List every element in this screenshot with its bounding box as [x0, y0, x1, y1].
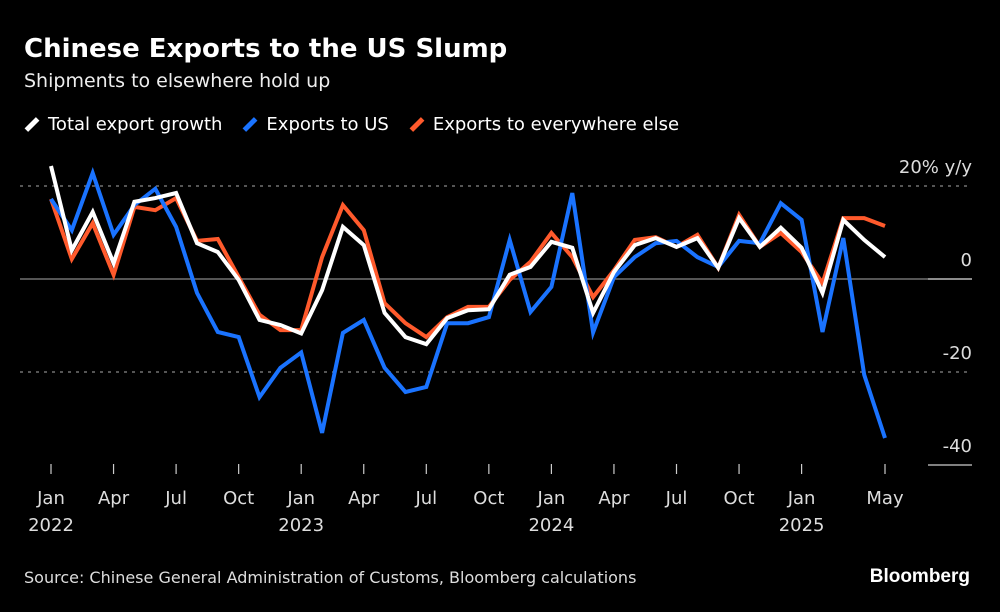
source-note: Source: Chinese General Administration o…: [24, 568, 637, 587]
x-tick-label: Jan: [787, 488, 816, 509]
x-tick-label: Jan: [36, 488, 65, 509]
x-tick-label: Jul: [164, 488, 187, 509]
chart-subtitle: Shipments to elsewhere hold up: [24, 70, 331, 92]
series-line-total-export-growth: [49, 165, 887, 347]
legend: Total export growth Exports to US Export…: [24, 114, 679, 135]
x-tick-label: Apr: [348, 488, 380, 509]
x-tick-year: 2024: [528, 515, 574, 536]
x-tick-label: Jul: [414, 488, 437, 509]
x-tick-label: May: [866, 488, 904, 509]
legend-label-total: Total export growth: [48, 114, 223, 135]
x-tick-label: Jul: [665, 488, 688, 509]
legend-item-us: Exports to US: [242, 114, 389, 135]
x-tick-label: Oct: [223, 488, 254, 509]
legend-item-total: Total export growth: [24, 114, 222, 135]
y-tick-label: 0: [961, 250, 972, 271]
legend-label-us: Exports to US: [266, 114, 389, 135]
y-tick-label: -40: [943, 436, 972, 457]
x-tick-year: 2025: [779, 515, 825, 536]
legend-label-else: Exports to everywhere else: [432, 114, 680, 135]
x-tick-label: Apr: [98, 488, 130, 509]
x-tick-label: Oct: [473, 488, 504, 509]
legend-item-else: Exports to everywhere else: [409, 114, 679, 135]
x-tick-label: Jan: [286, 488, 315, 509]
bloomberg-logo: Bloomberg: [869, 566, 970, 587]
x-tick-label: Jan: [537, 488, 566, 509]
x-tick-label: Apr: [598, 488, 630, 509]
series-line-exports-to-everywhere-else: [49, 195, 886, 340]
series-line-exports-to-us: [49, 166, 887, 439]
y-tick-label: -20: [943, 343, 972, 364]
x-tick-label: Oct: [723, 488, 754, 509]
chart-title: Chinese Exports to the US Slump: [24, 34, 508, 64]
x-tick-year: 2023: [278, 515, 324, 536]
x-tick-year: 2022: [28, 515, 74, 536]
y-tick-label: 20% y/y: [899, 157, 972, 178]
